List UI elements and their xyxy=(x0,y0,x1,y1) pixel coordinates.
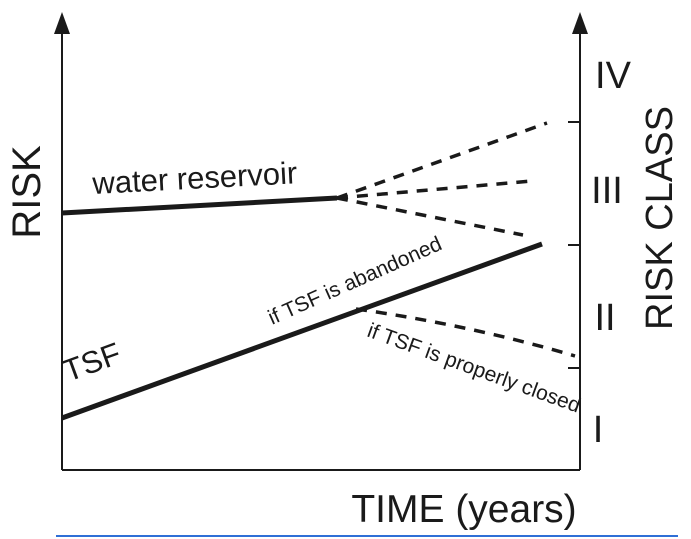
risk-class-III: III xyxy=(591,170,623,212)
tsf-closed-label: if TSF is properly closed xyxy=(364,319,583,418)
risk-class-II: II xyxy=(594,297,615,339)
y-left-title: RISK xyxy=(5,145,49,239)
water-reservoir-projection-mid xyxy=(336,179,533,200)
tsf-label: TSF xyxy=(58,336,125,389)
y-right-title: RISK CLASS xyxy=(639,106,681,330)
tsf-series: TSF if TSF is abandoned if TSF is proper… xyxy=(58,232,583,421)
tsf-abandoned-label: if TSF is abandoned xyxy=(265,232,446,329)
tsf-closed-projection xyxy=(355,307,576,358)
tsf-line xyxy=(61,241,543,421)
water-reservoir-series: water reservoir xyxy=(61,121,548,237)
water-reservoir-projection-low xyxy=(336,196,524,237)
x-axis-title: TIME (years) xyxy=(351,488,576,531)
risk-class-labels: IV III II I xyxy=(591,55,631,451)
left-axis-arrow xyxy=(54,12,70,34)
water-reservoir-label: water reservoir xyxy=(91,155,299,201)
right-axis-arrow xyxy=(572,12,588,34)
axes xyxy=(54,12,588,471)
water-reservoir-projection-high xyxy=(336,121,548,200)
water-reservoir-line xyxy=(61,195,338,216)
risk-class-I: I xyxy=(593,409,604,451)
risk-class-IV: IV xyxy=(595,55,632,97)
